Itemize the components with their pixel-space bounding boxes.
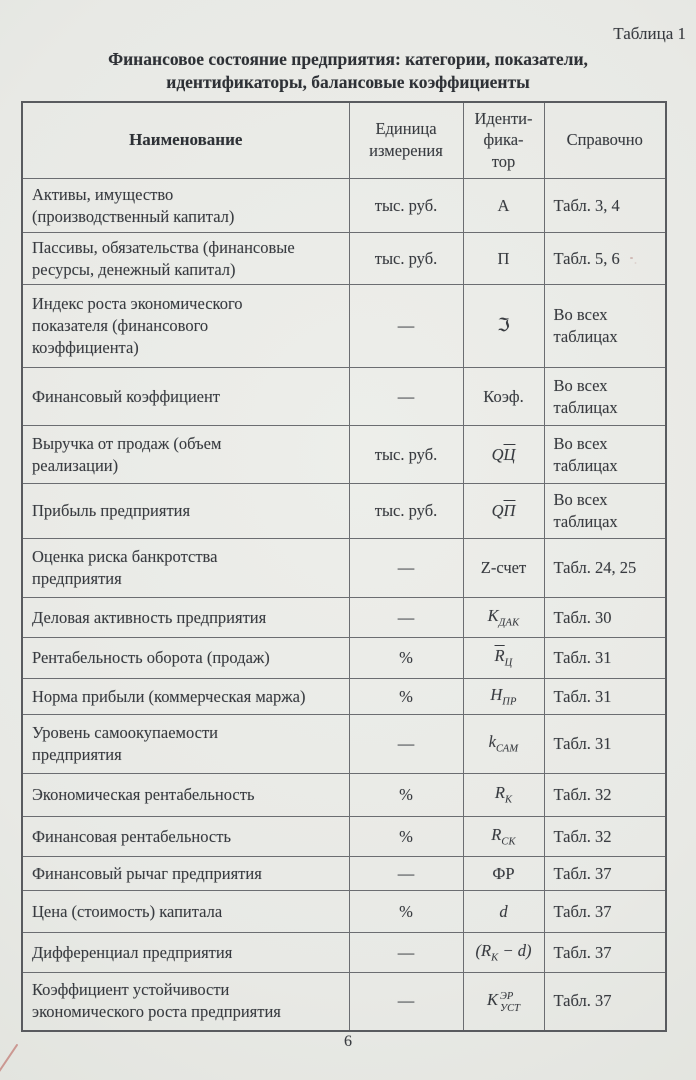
reference-cell: Табл. 37 <box>543 890 667 933</box>
identifier-cell: K ЭР УСТ <box>462 972 545 1031</box>
identifier-superscript: ЭР <box>500 991 514 1003</box>
identifier-cell: Коэф. <box>462 367 545 426</box>
identifier-cell: RЦ <box>462 637 545 679</box>
indicator-name: Активы, имущество (производственный капи… <box>21 178 350 233</box>
identifier-cell: Z-счет <box>462 538 545 598</box>
table-row: Рентабельность оборота (продаж) % RЦ Таб… <box>21 637 667 679</box>
reference-cell: Табл. 37 <box>543 856 667 891</box>
unit-cell: — <box>348 284 464 368</box>
identifier-subscript: УСТ <box>500 1002 520 1014</box>
reference-cell: Табл. 31 <box>543 678 667 715</box>
reference-cell: Табл. 37 <box>543 932 667 973</box>
indicator-name: Рентабельность оборота (продаж) <box>21 637 350 679</box>
unit-cell: — <box>348 856 464 891</box>
page-number: 6 <box>344 1033 352 1050</box>
reference-cell: Табл. 31 <box>543 637 667 679</box>
table-row: Активы, имущество (производственный капи… <box>21 178 667 233</box>
indicator-name: Дифференциал предприятия <box>21 932 350 973</box>
unit-cell: тыс. руб. <box>348 232 464 285</box>
indicator-name: Пассивы, обязательства (финансовые ресур… <box>21 232 350 285</box>
table-row: Индекс роста экономического показателя (… <box>21 284 667 368</box>
indicator-name: Финансовая рентабельность <box>21 816 350 857</box>
table-row: Коэффициент устойчивости экономического … <box>21 972 667 1031</box>
indicator-name: Цена (стоимость) капитала <box>21 890 350 933</box>
reference-cell: Табл. 24, 25 <box>543 538 667 598</box>
indicator-name: Оценка риска банкротства предприятия <box>21 538 350 598</box>
table-row: Дифференциал предприятия — (RК − d) Табл… <box>21 932 667 973</box>
unit-cell: % <box>348 637 464 679</box>
reference-cell: Табл. 5, 6 <box>543 232 667 285</box>
table-row: Уровень самоокупаемости предприятия — kС… <box>21 714 667 774</box>
table-row: Финансовая рентабельность % RСК Табл. 32 <box>21 816 667 857</box>
reference-cell: Табл. 31 <box>543 714 667 774</box>
indicator-name: Финансовый коэффициент <box>21 367 350 426</box>
unit-cell: — <box>348 597 464 638</box>
reference-cell: Во всех таблицах <box>543 483 667 539</box>
unit-cell: — <box>348 932 464 973</box>
unit-cell: % <box>348 678 464 715</box>
indicator-name: Экономическая рентабельность <box>21 773 350 817</box>
table-row: Норма прибыли (коммерческая маржа) % НПР… <box>21 678 667 715</box>
finance-indicators-table: Наименование Единица измерения Иденти- ф… <box>21 100 667 1032</box>
identifier-cell: ФР <box>462 856 545 891</box>
reference-cell: Во всех таблицах <box>543 284 667 368</box>
identifier-cell: QП <box>462 483 545 539</box>
reference-cell: Табл. 30 <box>543 597 667 638</box>
table-row: Выручка от продаж (объем реализации) тыс… <box>21 425 667 484</box>
identifier-cell: П <box>462 232 545 285</box>
table-row: Пассивы, обязательства (финансовые ресур… <box>21 232 667 285</box>
identifier-cell: (RК − d) <box>462 932 545 973</box>
indicator-name: Деловая активность предприятия <box>21 597 350 638</box>
page-title: Финансовое состояние предприятия: катего… <box>108 49 588 92</box>
identifier-cell: ℑ <box>462 284 545 368</box>
scan-artifact-speck <box>630 257 633 259</box>
table-row: Финансовый коэффициент — Коэф. Во всех т… <box>21 367 667 426</box>
table-row: Оценка риска банкротства предприятия — Z… <box>21 538 667 598</box>
indicator-name: Коэффициент устойчивости экономического … <box>21 972 350 1031</box>
column-header-identifier: Иденти- фика- тор <box>462 101 545 179</box>
reference-cell: Табл. 32 <box>543 773 667 817</box>
table-row: Деловая активность предприятия — КДАК Та… <box>21 597 667 638</box>
unit-cell: % <box>348 816 464 857</box>
reference-cell: Во всех таблицах <box>543 425 667 484</box>
header-row: Наименование Единица измерения Иденти- ф… <box>21 101 667 179</box>
unit-cell: тыс. руб. <box>348 178 464 233</box>
indicator-name: Уровень самоокупаемости предприятия <box>21 714 350 774</box>
reference-cell: Во всех таблицах <box>543 367 667 426</box>
unit-cell: тыс. руб. <box>348 483 464 539</box>
unit-cell: % <box>348 890 464 933</box>
table-caption: Таблица 1 <box>613 24 686 43</box>
reference-cell: Табл. 32 <box>543 816 667 857</box>
identifier-cell: RСК <box>462 816 545 857</box>
indicator-name: Финансовый рычаг предприятия <box>21 856 350 891</box>
indicator-name: Выручка от продаж (объем реализации) <box>21 425 350 484</box>
indicator-name: Норма прибыли (коммерческая маржа) <box>21 678 350 715</box>
reference-cell: Табл. 37 <box>543 972 667 1031</box>
identifier-cell: RК <box>462 773 545 817</box>
identifier-cell: d <box>462 890 545 933</box>
identifier-cell: НПР <box>462 678 545 715</box>
identifier-cell: А <box>462 178 545 233</box>
reference-cell: Табл. 3, 4 <box>543 178 667 233</box>
table-row: Экономическая рентабельность % RК Табл. … <box>21 773 667 817</box>
indicator-name: Прибыль предприятия <box>21 483 350 539</box>
table-row: Финансовый рычаг предприятия — ФР Табл. … <box>21 856 667 891</box>
unit-cell: — <box>348 714 464 774</box>
identifier-cell: kСАМ <box>462 714 545 774</box>
column-header-unit: Единица измерения <box>348 101 464 179</box>
table-row: Прибыль предприятия тыс. руб. QП Во всех… <box>21 483 667 539</box>
unit-cell: — <box>348 538 464 598</box>
column-header-name: Наименование <box>21 101 350 179</box>
identifier-cell: КДАК <box>462 597 545 638</box>
indicator-name: Индекс роста экономического показателя (… <box>21 284 350 368</box>
unit-cell: тыс. руб. <box>348 425 464 484</box>
identifier-cell: QЦ <box>462 425 545 484</box>
unit-cell: % <box>348 773 464 817</box>
unit-cell: — <box>348 367 464 426</box>
column-header-reference: Справочно <box>543 101 667 179</box>
table-row: Цена (стоимость) капитала % d Табл. 37 <box>21 890 667 933</box>
unit-cell: — <box>348 972 464 1031</box>
